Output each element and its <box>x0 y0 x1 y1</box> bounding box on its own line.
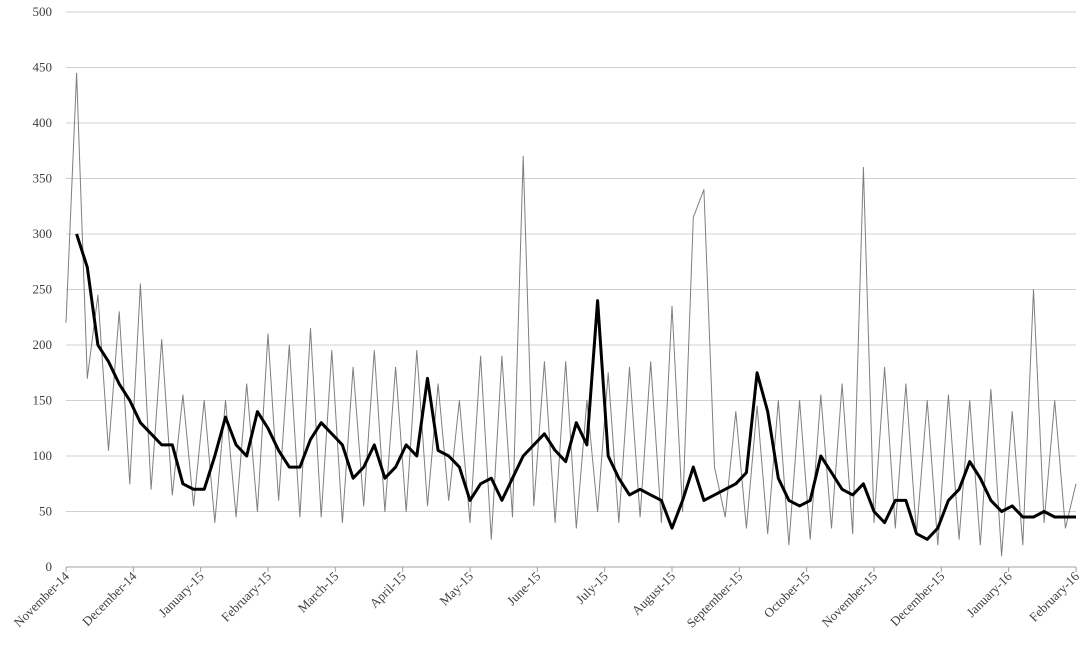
x-tick-label: November-14 <box>11 568 73 630</box>
y-tick-label: 150 <box>33 393 53 408</box>
x-tick-label: January-15 <box>155 569 206 620</box>
x-tick-label: January-16 <box>963 568 1015 620</box>
x-tick-label: August-15 <box>629 569 678 618</box>
x-tick-label: June-15 <box>504 569 544 609</box>
y-tick-label: 350 <box>33 171 53 186</box>
x-tick-label: December-14 <box>79 568 140 629</box>
y-tick-label: 100 <box>33 448 53 463</box>
x-axis-ticks: November-14 December-14 January-15 February… <box>11 567 1082 631</box>
series-line-moving-average <box>75 233 1076 541</box>
x-tick-label: July-15 <box>573 569 611 607</box>
series-lines <box>65 72 1077 557</box>
x-tick-label: May-15 <box>436 569 476 609</box>
y-tick-label: 0 <box>46 559 53 574</box>
x-tick-label: March-15 <box>295 569 342 616</box>
y-tick-label: 200 <box>33 337 53 352</box>
y-axis-ticks: 0 50 100 150 200 250 300 350 400 450 500 <box>33 4 53 574</box>
gridlines <box>66 11 1076 512</box>
x-tick-label: April-15 <box>367 569 409 611</box>
x-tick-label: February-16 <box>1026 568 1082 624</box>
x-tick-label: February-15 <box>218 569 274 625</box>
x-tick-label: October-15 <box>760 569 812 621</box>
y-tick-label: 50 <box>39 504 52 519</box>
x-tick-label: September-15 <box>683 569 745 631</box>
x-tick-label: December-15 <box>887 569 947 629</box>
y-tick-label: 500 <box>33 4 53 19</box>
series-line-daily <box>65 72 1077 557</box>
y-tick-label: 450 <box>33 60 53 75</box>
y-tick-label: 400 <box>33 115 53 130</box>
y-tick-label: 250 <box>33 282 53 297</box>
y-tick-label: 300 <box>33 226 53 241</box>
x-tick-label: November-15 <box>819 569 880 630</box>
